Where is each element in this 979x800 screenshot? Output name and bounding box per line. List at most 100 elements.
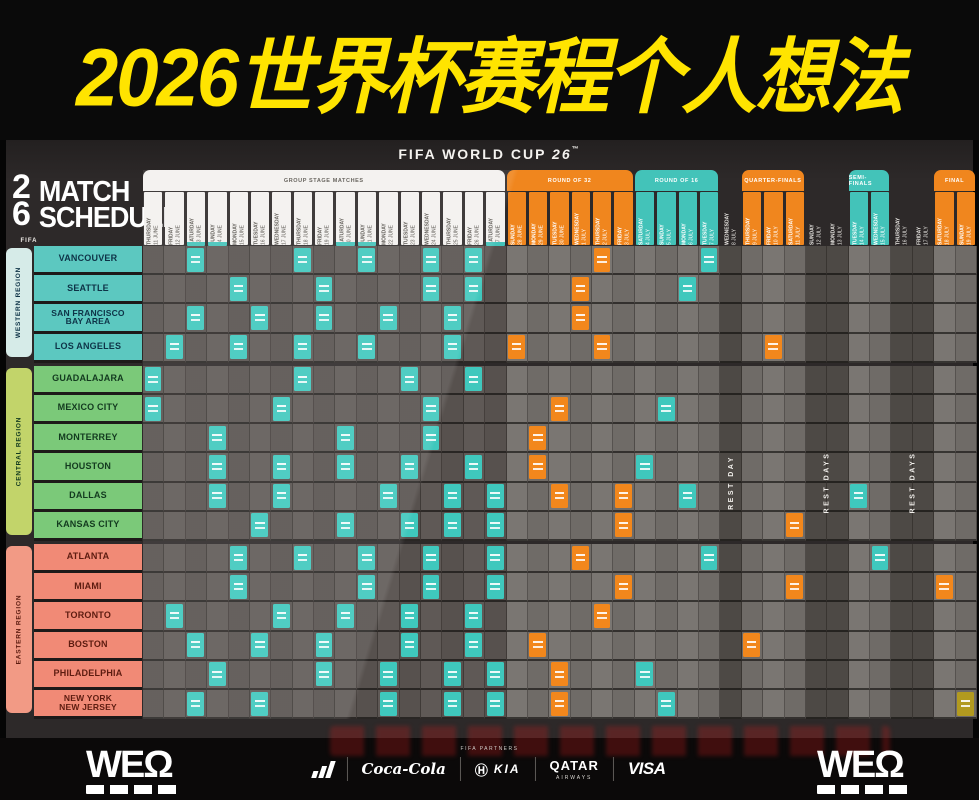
grid-cell (399, 482, 421, 512)
grid-cell (356, 395, 379, 425)
city-label-seattle: SEATTLE (34, 275, 142, 305)
date-cell: THURSDAY 18 JUNE (293, 192, 313, 245)
coca-cola-logo: Coca-Cola (361, 760, 446, 778)
grid-cell (442, 424, 464, 454)
grid-cell (677, 304, 699, 334)
grid-cell (784, 660, 806, 690)
grid-cell (741, 660, 764, 690)
grid-cell (912, 602, 935, 632)
weekend-marker (357, 242, 377, 246)
grid-cell (912, 395, 935, 425)
date-cell: TUESDAY 30 JUNE (550, 192, 569, 245)
grid-cell (143, 246, 165, 276)
grid-cell (870, 482, 892, 512)
grid-cell (955, 631, 977, 661)
grid-cell (763, 246, 785, 276)
grid-cell (613, 631, 635, 661)
grid-cell (249, 424, 272, 454)
grid-cell (356, 482, 379, 512)
grid-cell (314, 246, 336, 276)
trademark-symbol: ™ (571, 146, 581, 153)
grid-cell (207, 573, 229, 603)
grid-cell (741, 690, 764, 720)
grid-cell (207, 246, 229, 276)
grid-cell (912, 333, 935, 363)
match-cell-third (935, 574, 953, 599)
date-cell: SATURDAY 18 JULY (935, 192, 954, 245)
grid-cell (677, 511, 699, 541)
city-label-mexico-city: MEXICO CITY (34, 395, 142, 425)
match-cell-group (272, 603, 290, 629)
grid-cell (634, 602, 657, 632)
grid-cell (741, 424, 764, 454)
grid-cell (699, 660, 721, 690)
grid-cell (549, 631, 571, 661)
grid-cell (934, 690, 956, 720)
match-cell-group (422, 396, 440, 421)
grid-cell (677, 690, 699, 720)
match-cell-group (422, 425, 440, 450)
grid-cell (442, 395, 464, 425)
match-cell-group (251, 633, 269, 658)
hyundai-kia-logo: Ⓗ KIA (475, 760, 521, 779)
match-cell-group (208, 425, 226, 450)
grid-cell (912, 365, 935, 395)
match-cell-group (358, 545, 376, 570)
match-cell-group (486, 545, 504, 570)
grid-cell (506, 660, 528, 690)
grid-cell (207, 690, 229, 720)
date-cell: MONDAY 13 JULY (830, 222, 844, 245)
grid-cell (827, 333, 849, 363)
grid-cell (656, 424, 678, 454)
grid-cell (634, 631, 657, 661)
grid-cell (527, 602, 550, 632)
grid-cell (527, 246, 550, 276)
date-cell: THURSDAY 2 JULY (593, 192, 612, 245)
match-cell-r32 (529, 633, 547, 658)
region-tab-western: WESTERN REGION (6, 248, 32, 357)
grid-cell (335, 304, 357, 334)
grid-cell (485, 631, 507, 661)
grid-cell (955, 660, 977, 690)
grid-cell (249, 573, 272, 603)
grid-cell (292, 453, 315, 483)
grid-cell (934, 511, 956, 541)
match-cell-group (187, 691, 205, 716)
match-cell-r32 (550, 691, 568, 716)
grid-cell (399, 246, 421, 276)
grid-cell (164, 482, 186, 512)
grid-cell (912, 573, 935, 603)
grid-cell (463, 304, 486, 334)
grid-cell (827, 690, 849, 720)
grid-cell (314, 333, 336, 363)
grid-cell (912, 453, 935, 483)
match-cell-group (208, 454, 226, 480)
match-cell-group (422, 574, 440, 599)
grid-cell (784, 602, 806, 632)
match-cell-group (336, 603, 354, 629)
grid-cell (356, 453, 379, 483)
match-cell-r16 (679, 276, 696, 301)
grid-cell (656, 333, 678, 363)
grid-cell (934, 631, 956, 661)
grid-cell (506, 365, 528, 395)
grid-cell (784, 544, 806, 574)
match-cell-group (379, 662, 397, 687)
grid-cell (634, 333, 657, 363)
grid-cell (228, 395, 250, 425)
grid-cell (228, 602, 250, 632)
grid-cell (164, 631, 186, 661)
logo-26-badge: 2 6 FIFA (12, 170, 37, 244)
grid-cell (485, 395, 507, 425)
grid-cell (292, 631, 315, 661)
city-label-philadelphia: PHILADELPHIA (34, 660, 142, 690)
date-cell: FRIDAY 12 JUNE (165, 192, 184, 245)
city-label-guadalajara: GUADALAJARA (34, 365, 142, 395)
date-cell: TUESDAY 7 JULY (700, 192, 719, 245)
grid-cell (527, 275, 550, 305)
grid-cell (249, 333, 272, 363)
grid-cell (784, 365, 806, 395)
grid-cell (421, 482, 443, 512)
grid-cell (378, 275, 400, 305)
grid-cell (805, 246, 828, 276)
